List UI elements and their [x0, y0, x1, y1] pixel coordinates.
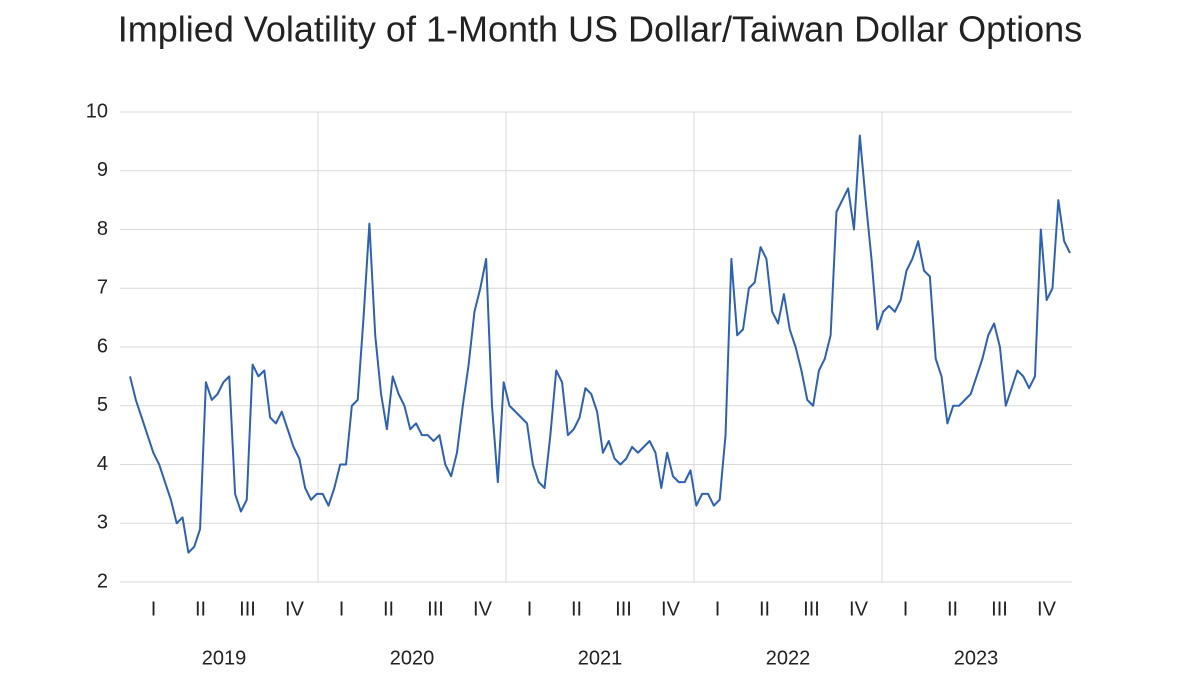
y-tick-label: 7	[97, 277, 108, 299]
y-tick-label: 3	[97, 512, 108, 534]
x-tick-label: IV	[1037, 598, 1057, 620]
x-tick-label: II	[383, 598, 394, 620]
year-label: 2019	[202, 647, 247, 669]
x-tick-label: II	[947, 598, 958, 620]
year-label: 2022	[766, 647, 811, 669]
y-tick-label: 4	[97, 453, 108, 475]
x-tick-label: I	[903, 598, 909, 620]
chart-title: Implied Volatility of 1-Month US Dollar/…	[118, 9, 1082, 50]
x-tick-label: II	[759, 598, 770, 620]
x-tick-label: II	[571, 598, 582, 620]
x-tick-label: I	[151, 598, 157, 620]
y-tick-label: 2	[97, 570, 108, 592]
y-tick-label: 10	[86, 100, 108, 122]
x-tick-label: III	[427, 598, 444, 620]
x-tick-label: III	[239, 598, 256, 620]
x-tick-label: II	[195, 598, 206, 620]
y-tick-label: 9	[97, 159, 108, 181]
x-tick-label: IV	[285, 598, 305, 620]
x-tick-label: III	[615, 598, 632, 620]
x-tick-label: III	[803, 598, 820, 620]
x-tick-label: I	[715, 598, 721, 620]
year-label: 2021	[578, 647, 623, 669]
x-tick-label: IV	[661, 598, 681, 620]
x-tick-label: IV	[849, 598, 869, 620]
y-tick-label: 5	[97, 394, 108, 416]
x-tick-label: I	[527, 598, 533, 620]
x-tick-label: IV	[473, 598, 493, 620]
year-label: 2020	[390, 647, 435, 669]
x-tick-label: III	[991, 598, 1008, 620]
x-tick-label: I	[339, 598, 345, 620]
y-tick-label: 8	[97, 218, 108, 240]
line-series	[129, 134, 1071, 554]
y-tick-label: 6	[97, 335, 108, 357]
year-label: 2023	[954, 647, 999, 669]
